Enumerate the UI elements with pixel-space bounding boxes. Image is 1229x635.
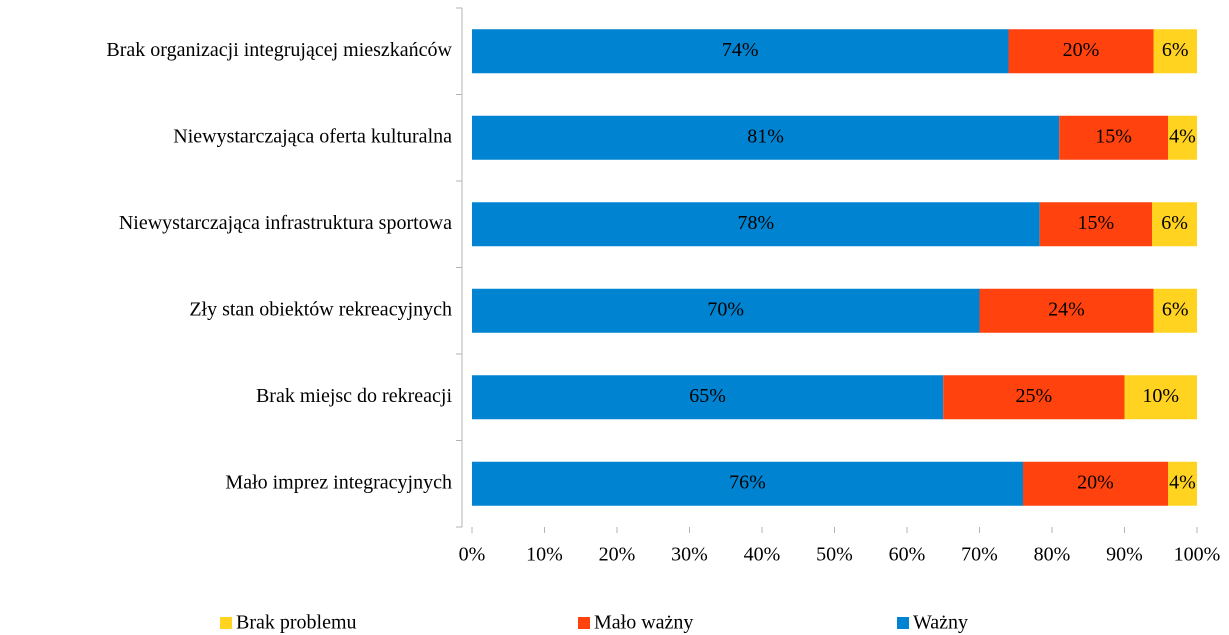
bar-segment <box>472 202 1040 247</box>
category-label: Brak miejsc do rekreacji <box>256 385 452 407</box>
bar-segment <box>472 29 1009 74</box>
data-label: 6% <box>1162 39 1189 61</box>
bar-segment <box>1023 461 1168 506</box>
x-tick-label: 50% <box>816 544 853 566</box>
data-label: 10% <box>1142 385 1179 407</box>
bar-segment <box>1168 115 1197 160</box>
data-label: 24% <box>1048 298 1085 320</box>
bar-segment <box>943 375 1125 420</box>
data-label: 25% <box>1016 385 1053 407</box>
data-label: 81% <box>747 125 784 147</box>
x-tick-label: 10% <box>526 544 563 566</box>
bar-segment <box>1168 461 1197 506</box>
x-tick-label: 60% <box>889 544 926 566</box>
bar-segment <box>1152 202 1197 247</box>
legend-label: Ważny <box>913 612 968 634</box>
data-label: 76% <box>729 471 766 493</box>
x-tick-label: 40% <box>744 544 781 566</box>
category-label: Zły stan obiektów rekreacyjnych <box>189 298 452 320</box>
data-label: 15% <box>1095 125 1132 147</box>
x-tick-label: 70% <box>961 544 998 566</box>
bar-segment <box>1124 375 1197 420</box>
bar-segment <box>472 375 944 420</box>
category-label: Niewystarczająca infrastruktura sportowa <box>119 212 452 234</box>
bar-segment <box>1153 29 1197 74</box>
data-label: 6% <box>1161 212 1188 234</box>
category-label: Brak organizacji integrującej mieszkańcó… <box>106 39 452 61</box>
data-label: 6% <box>1162 298 1189 320</box>
x-tick-label: 30% <box>671 544 708 566</box>
bar-segment <box>1039 202 1153 247</box>
bar-segment <box>1059 115 1168 160</box>
data-label: 20% <box>1063 39 1100 61</box>
bar-segment <box>1153 288 1197 333</box>
bar-segment <box>979 288 1154 333</box>
legend-swatch <box>220 617 232 629</box>
data-label: 70% <box>707 298 744 320</box>
category-label: Mało imprez integracyjnych <box>225 471 452 493</box>
x-tick-label: 100% <box>1174 544 1221 566</box>
data-label: 4% <box>1169 125 1196 147</box>
x-tick-label: 0% <box>459 544 486 566</box>
bar-segment <box>472 461 1023 506</box>
bar-segment <box>1008 29 1154 74</box>
legend-label: Mało ważny <box>594 612 693 634</box>
legend-swatch <box>897 617 909 629</box>
bar-segment <box>472 115 1060 160</box>
x-tick-label: 90% <box>1106 544 1143 566</box>
x-tick-label: 80% <box>1034 544 1071 566</box>
data-label: 4% <box>1169 471 1196 493</box>
legend-label: Brak problemu <box>236 612 357 634</box>
data-label: 20% <box>1077 471 1114 493</box>
data-label: 65% <box>689 385 726 407</box>
data-label: 15% <box>1078 212 1115 234</box>
bar-segment <box>472 288 980 333</box>
category-label: Niewystarczająca oferta kulturalna <box>173 125 452 147</box>
data-label: 78% <box>738 212 775 234</box>
legend-swatch <box>578 617 590 629</box>
x-tick-label: 20% <box>599 544 636 566</box>
data-label: 74% <box>722 39 759 61</box>
